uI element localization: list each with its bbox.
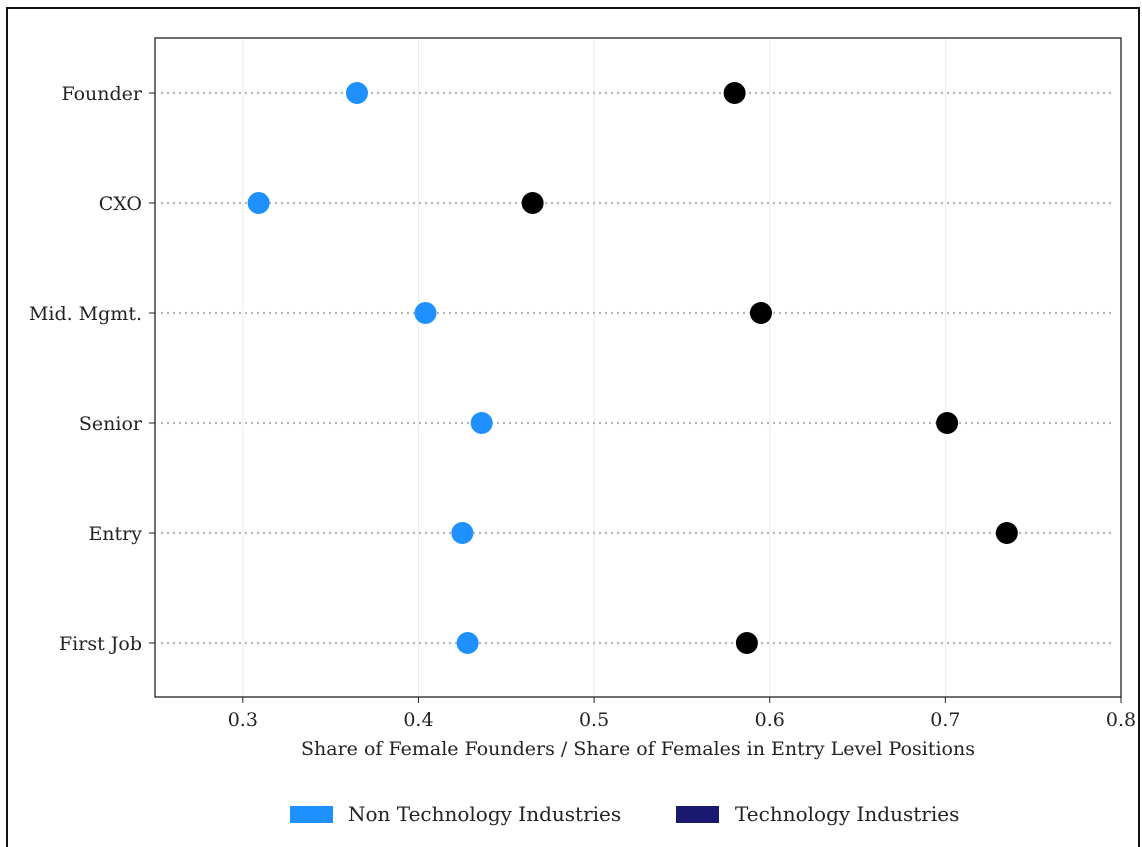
point-non-technology bbox=[247, 192, 270, 214]
point-technology bbox=[749, 302, 772, 324]
legend-swatch-non-technology bbox=[290, 806, 333, 823]
chart-frame bbox=[6, 7, 1140, 847]
legend-swatch-technology bbox=[676, 806, 719, 823]
legend: Non Technology Industries Technology Ind… bbox=[290, 802, 959, 826]
y-tick-label: Entry bbox=[88, 523, 142, 545]
category-guide-lines bbox=[161, 91, 1115, 645]
x-tick-label: 0.5 bbox=[579, 709, 609, 731]
vertical-gridlines bbox=[242, 38, 1122, 697]
point-non-technology bbox=[345, 82, 368, 104]
point-technology bbox=[995, 522, 1018, 544]
x-tick-label: 0.7 bbox=[930, 709, 960, 731]
y-axis-ticks: Founder CXO Mid. Mgmt. Senior Entry First Job bbox=[29, 83, 155, 655]
x-tick-label: 0.8 bbox=[1106, 709, 1136, 731]
x-axis-ticks: 0.3 0.4 0.5 0.6 0.7 0.8 bbox=[228, 697, 1136, 731]
data-points bbox=[247, 82, 1018, 654]
y-tick-label: Mid. Mgmt. bbox=[29, 303, 142, 325]
point-non-technology bbox=[456, 632, 479, 654]
point-technology bbox=[521, 192, 544, 214]
y-tick-label: First Job bbox=[59, 633, 142, 655]
x-axis-label: Share of Female Founders / Share of Fema… bbox=[301, 738, 975, 760]
x-tick-label: 0.3 bbox=[228, 709, 258, 731]
plot-area-border bbox=[154, 37, 1122, 698]
point-non-technology bbox=[470, 412, 493, 434]
x-tick-label: 0.4 bbox=[403, 709, 433, 731]
legend-label-technology: Technology Industries bbox=[735, 802, 959, 826]
point-non-technology bbox=[451, 522, 474, 544]
y-tick-label: Senior bbox=[79, 413, 143, 435]
point-technology bbox=[723, 82, 746, 104]
legend-label-non-technology: Non Technology Industries bbox=[348, 802, 621, 826]
x-tick-label: 0.6 bbox=[755, 709, 785, 731]
point-non-technology bbox=[414, 302, 437, 324]
point-technology bbox=[936, 412, 959, 434]
point-technology bbox=[735, 632, 758, 654]
y-tick-label: Founder bbox=[61, 83, 142, 105]
y-tick-label: CXO bbox=[99, 193, 142, 215]
